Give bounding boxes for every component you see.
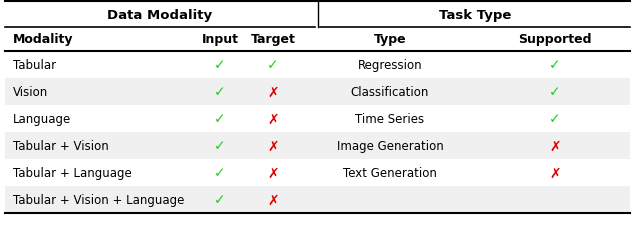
- Text: ✓: ✓: [214, 112, 226, 126]
- Text: ✓: ✓: [549, 112, 561, 126]
- Text: ✓: ✓: [549, 58, 561, 72]
- Bar: [5, 159, 630, 186]
- Text: Vision: Vision: [13, 86, 48, 99]
- Text: Target: Target: [251, 33, 296, 46]
- Text: ✓: ✓: [214, 193, 226, 207]
- Text: Text Generation: Text Generation: [343, 166, 437, 179]
- Text: ✓: ✓: [214, 85, 226, 99]
- Text: ✗: ✗: [267, 112, 279, 126]
- Bar: [5, 28, 630, 52]
- Text: Tabular + Vision + Language: Tabular + Vision + Language: [13, 193, 184, 206]
- Text: ✗: ✗: [267, 85, 279, 99]
- Bar: [5, 52, 630, 79]
- Text: ✓: ✓: [214, 166, 226, 180]
- Text: Modality: Modality: [13, 33, 74, 46]
- Text: Tabular: Tabular: [13, 59, 56, 72]
- Text: Supported: Supported: [518, 33, 592, 46]
- Text: Tabular + Vision: Tabular + Vision: [13, 139, 109, 152]
- Text: ✗: ✗: [549, 166, 561, 180]
- Text: ✓: ✓: [214, 58, 226, 72]
- Text: Time Series: Time Series: [355, 113, 424, 126]
- Text: Input: Input: [202, 33, 239, 46]
- Bar: [5, 186, 630, 213]
- Text: Task Type: Task Type: [439, 8, 511, 21]
- Text: Data Modality: Data Modality: [108, 8, 212, 21]
- Bar: [5, 2, 630, 28]
- Bar: [5, 106, 630, 132]
- Text: Language: Language: [13, 113, 71, 126]
- Text: ✗: ✗: [267, 166, 279, 180]
- Text: ✗: ✗: [549, 139, 561, 153]
- Text: Classification: Classification: [351, 86, 429, 99]
- Text: Type: Type: [374, 33, 406, 46]
- Bar: [5, 132, 630, 159]
- Text: Regression: Regression: [358, 59, 422, 72]
- Text: ✗: ✗: [267, 139, 279, 153]
- Text: ✓: ✓: [214, 139, 226, 153]
- Bar: [5, 79, 630, 106]
- Text: ✓: ✓: [549, 85, 561, 99]
- Text: ✓: ✓: [267, 58, 279, 72]
- Text: Image Generation: Image Generation: [337, 139, 444, 152]
- Text: Tabular + Language: Tabular + Language: [13, 166, 132, 179]
- Text: ✗: ✗: [267, 193, 279, 207]
